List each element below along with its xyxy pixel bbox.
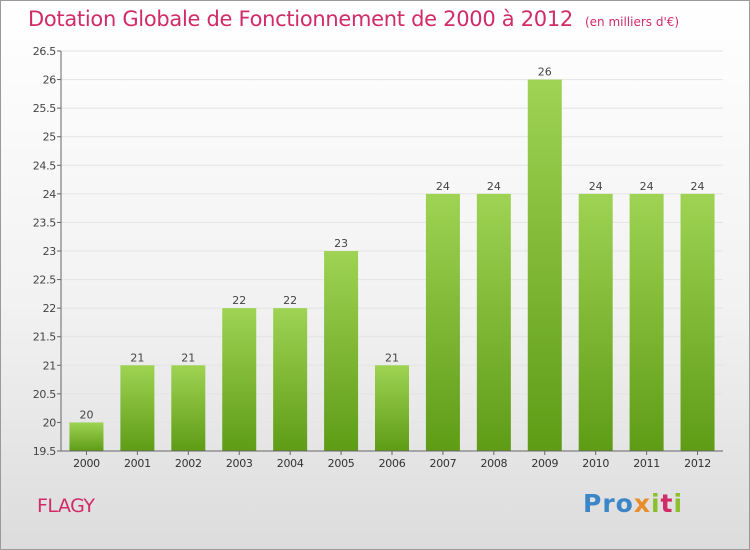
y-tick-label: 22.5 xyxy=(33,274,57,287)
y-tick-label: 23.5 xyxy=(33,216,57,229)
y-tick-label: 21.5 xyxy=(33,331,57,344)
proxiti-logo: Proxiti xyxy=(583,489,684,518)
y-tick-label: 20.5 xyxy=(33,388,57,401)
y-tick-label: 26.5 xyxy=(33,45,57,58)
axes: 19.5 20 20.5 21 21.5 22 22.5 23 23.5 24 24.5 25 25.5… xyxy=(33,45,723,470)
x-tick-label: 2012 xyxy=(684,457,711,470)
data-label: 23 xyxy=(334,237,348,250)
commune-name: FLAGY xyxy=(37,495,95,517)
bar xyxy=(629,193,664,451)
chart-title: Dotation Globale de Fonctionnement de 20… xyxy=(28,7,679,31)
data-label: 21 xyxy=(385,351,399,364)
data-label: 22 xyxy=(283,294,297,307)
x-tick-label: 2010 xyxy=(582,457,609,470)
x-tick-label: 2008 xyxy=(480,457,507,470)
bar xyxy=(69,422,104,451)
data-label: 24 xyxy=(436,180,450,193)
y-tick-label: 21 xyxy=(43,359,56,372)
bar xyxy=(222,308,257,451)
x-tick-label: 2000 xyxy=(73,457,100,470)
x-tick-label: 2002 xyxy=(175,457,202,470)
bar xyxy=(375,365,409,451)
y-tick-label: 25.5 xyxy=(33,102,57,115)
data-label: 24 xyxy=(691,180,705,193)
y-tick-label: 24 xyxy=(43,188,57,201)
bar xyxy=(324,251,359,451)
bar xyxy=(578,193,613,451)
bar xyxy=(476,193,511,451)
chart-unit-note: (en milliers d'€) xyxy=(584,15,680,29)
data-label: 24 xyxy=(487,180,501,193)
y-tick-label: 22 xyxy=(43,302,56,315)
y-tick-label: 25 xyxy=(43,131,57,144)
chart-title-main: Dotation Globale de Fonctionnement de 20… xyxy=(28,7,573,31)
y-tick-label: 20 xyxy=(43,416,57,429)
data-label: 21 xyxy=(130,351,144,364)
x-tick-label: 2004 xyxy=(277,457,304,470)
y-tick-label: 24.5 xyxy=(33,159,57,172)
data-label: 24 xyxy=(589,180,603,193)
x-tick-label: 2001 xyxy=(124,457,151,470)
x-tick-label: 2003 xyxy=(226,457,253,470)
y-tick-label: 19.5 xyxy=(33,445,57,458)
bars: 20 21 21 22 22 23 21 24 24 26 24 24 24 xyxy=(69,66,715,452)
bar xyxy=(680,193,715,451)
data-label: 20 xyxy=(79,408,93,421)
data-label: 21 xyxy=(181,351,195,364)
x-tick-label: 2011 xyxy=(633,457,660,470)
bar xyxy=(425,193,460,451)
data-label: 24 xyxy=(640,180,654,193)
x-tick-label: 2006 xyxy=(379,457,406,470)
bar xyxy=(527,79,562,452)
bar xyxy=(171,365,206,451)
bar xyxy=(120,365,155,451)
y-tick-label: 26 xyxy=(43,74,57,87)
x-tick-label: 2005 xyxy=(328,457,355,470)
data-label: 22 xyxy=(232,294,246,307)
data-label: 26 xyxy=(538,66,552,79)
x-tick-label: 2009 xyxy=(531,457,558,470)
y-tick-label: 23 xyxy=(43,245,57,258)
bar xyxy=(273,308,308,451)
x-tick-label: 2007 xyxy=(430,457,457,470)
